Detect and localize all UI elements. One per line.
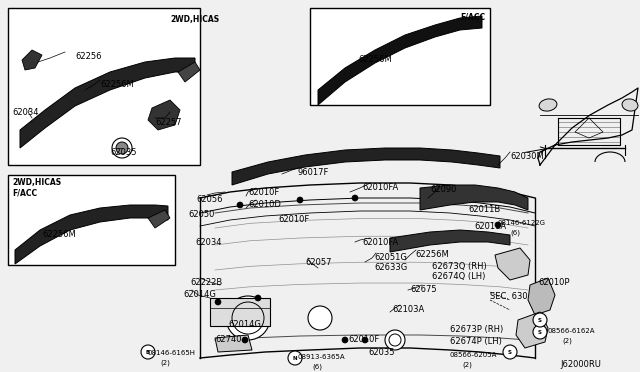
Text: 62633G: 62633G xyxy=(374,263,407,272)
Text: 2WD,HICAS: 2WD,HICAS xyxy=(12,178,61,187)
Circle shape xyxy=(385,330,405,350)
Circle shape xyxy=(112,138,132,158)
Text: 62056: 62056 xyxy=(196,195,223,204)
Polygon shape xyxy=(15,205,168,264)
Polygon shape xyxy=(516,312,548,348)
Circle shape xyxy=(495,222,501,228)
Text: 62256M: 62256M xyxy=(358,55,392,64)
Circle shape xyxy=(288,351,302,365)
Text: (2): (2) xyxy=(462,362,472,369)
Circle shape xyxy=(533,325,547,339)
Text: 08566-6205A: 08566-6205A xyxy=(450,352,497,358)
Text: 96017F: 96017F xyxy=(298,168,330,177)
Text: 62010FA: 62010FA xyxy=(362,238,398,247)
Bar xyxy=(8,175,175,265)
Polygon shape xyxy=(495,248,530,280)
Text: 2WD,HICAS: 2WD,HICAS xyxy=(170,15,219,24)
Text: 62740: 62740 xyxy=(215,335,241,344)
Text: 62673Q (RH): 62673Q (RH) xyxy=(432,262,487,271)
Text: 08146-6122G: 08146-6122G xyxy=(498,220,546,226)
Text: 62014G: 62014G xyxy=(183,290,216,299)
Text: (2): (2) xyxy=(562,338,572,344)
Polygon shape xyxy=(318,16,482,105)
Circle shape xyxy=(226,296,270,340)
Circle shape xyxy=(352,195,358,201)
Text: 62010FA: 62010FA xyxy=(362,183,398,192)
Circle shape xyxy=(362,337,368,343)
Text: 62034: 62034 xyxy=(195,238,221,247)
Polygon shape xyxy=(178,62,200,82)
Bar xyxy=(210,298,270,326)
Text: 62010F: 62010F xyxy=(348,335,380,344)
Text: 62674P (LH): 62674P (LH) xyxy=(450,337,502,346)
Text: 62090: 62090 xyxy=(430,185,456,194)
Text: 62103A: 62103A xyxy=(392,305,424,314)
Text: 62256M: 62256M xyxy=(100,80,134,89)
Bar xyxy=(8,8,200,165)
Circle shape xyxy=(342,337,348,343)
Text: 62256: 62256 xyxy=(75,52,102,61)
Text: 62034: 62034 xyxy=(12,108,38,117)
Circle shape xyxy=(237,202,243,208)
Ellipse shape xyxy=(539,99,557,111)
Text: 62030M: 62030M xyxy=(510,152,544,161)
Circle shape xyxy=(297,197,303,203)
Text: 62256M: 62256M xyxy=(415,250,449,259)
Polygon shape xyxy=(232,148,500,185)
Text: 62256M: 62256M xyxy=(42,230,76,239)
Circle shape xyxy=(116,142,128,154)
Circle shape xyxy=(255,295,261,301)
Ellipse shape xyxy=(622,99,638,111)
Polygon shape xyxy=(22,50,42,70)
Text: 62051G: 62051G xyxy=(374,253,407,262)
Polygon shape xyxy=(20,58,195,148)
Text: (6): (6) xyxy=(510,230,520,237)
Text: 62011A: 62011A xyxy=(474,222,506,231)
Text: S: S xyxy=(538,330,542,334)
Bar xyxy=(310,8,490,105)
Text: 62035: 62035 xyxy=(368,348,394,357)
Text: 62057: 62057 xyxy=(305,258,332,267)
Text: 62222B: 62222B xyxy=(190,278,222,287)
Text: 62010F: 62010F xyxy=(248,188,279,197)
Text: 62035: 62035 xyxy=(110,148,136,157)
Text: 62010F: 62010F xyxy=(278,215,309,224)
Circle shape xyxy=(242,337,248,343)
Text: B: B xyxy=(146,350,150,355)
Text: 62257: 62257 xyxy=(155,118,182,127)
Polygon shape xyxy=(148,100,180,130)
Text: S: S xyxy=(508,350,512,355)
Text: 62673P (RH): 62673P (RH) xyxy=(450,325,503,334)
Text: S: S xyxy=(538,317,542,323)
Circle shape xyxy=(503,345,517,359)
Text: F/ACC: F/ACC xyxy=(460,12,485,21)
Text: 62010D: 62010D xyxy=(248,200,281,209)
Circle shape xyxy=(141,345,155,359)
Text: 62011B: 62011B xyxy=(468,205,500,214)
Polygon shape xyxy=(390,230,510,252)
Text: (2): (2) xyxy=(160,360,170,366)
Text: 08146-6165H: 08146-6165H xyxy=(148,350,196,356)
Text: F/ACC: F/ACC xyxy=(12,188,37,197)
Text: (6): (6) xyxy=(312,364,322,371)
Text: J62000RU: J62000RU xyxy=(560,360,601,369)
Circle shape xyxy=(533,313,547,327)
Text: N: N xyxy=(292,356,298,360)
Polygon shape xyxy=(528,278,555,315)
Text: 08566-6162A: 08566-6162A xyxy=(548,328,595,334)
Polygon shape xyxy=(148,210,170,228)
Text: 62674Q (LH): 62674Q (LH) xyxy=(432,272,485,281)
Text: 08913-6365A: 08913-6365A xyxy=(298,354,346,360)
Text: SEC. 630: SEC. 630 xyxy=(490,292,527,301)
Polygon shape xyxy=(420,185,528,210)
Circle shape xyxy=(308,306,332,330)
Text: 62675: 62675 xyxy=(410,285,436,294)
Text: 62050: 62050 xyxy=(188,210,214,219)
Text: 62010P: 62010P xyxy=(538,278,570,287)
Polygon shape xyxy=(215,335,252,352)
Circle shape xyxy=(215,299,221,305)
Text: 62014G: 62014G xyxy=(228,320,261,329)
